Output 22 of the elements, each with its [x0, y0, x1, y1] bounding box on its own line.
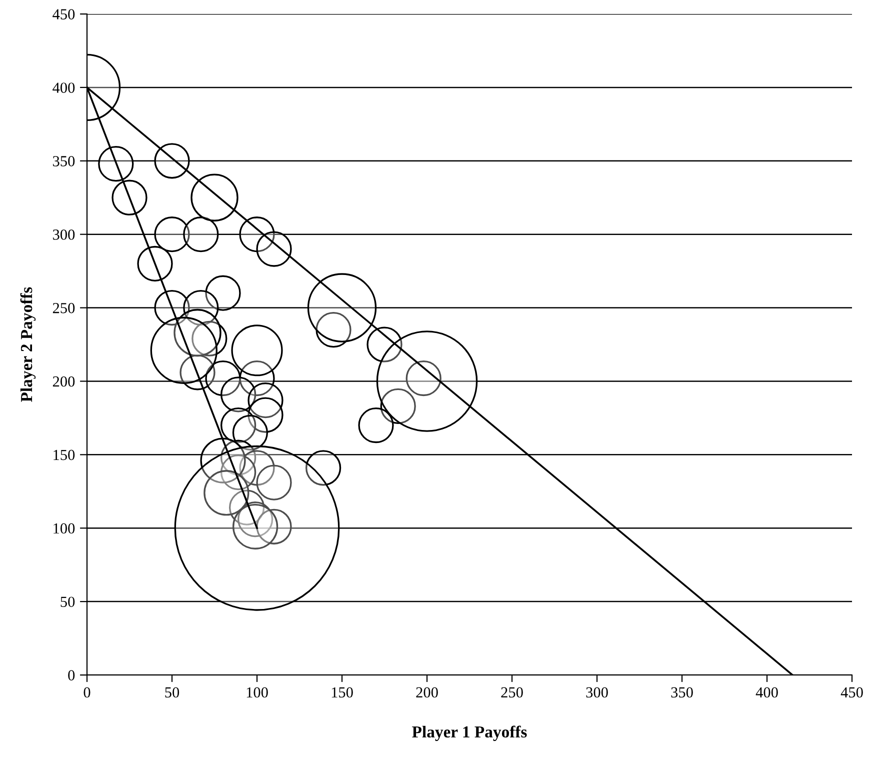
x-tick-label: 450	[840, 687, 863, 698]
y-tick-label: 150	[54, 450, 75, 460]
x-tick-label: 300	[586, 687, 608, 698]
x-tick-label: 400	[756, 687, 778, 698]
y-tick-label: 0	[68, 670, 75, 680]
y-tick-label: 200	[52, 376, 75, 387]
x-tick-label: 350	[671, 687, 693, 698]
y-tick-label: 400	[52, 82, 75, 93]
x-axis-title: Player 1 Payoffs	[412, 726, 527, 741]
x-tick-label: 200	[416, 687, 438, 698]
x-tick-label: 50	[165, 687, 180, 698]
y-tick-label: 300	[53, 229, 75, 240]
x-tick-label: 100	[246, 687, 268, 698]
x-tick-label: 0	[84, 687, 90, 698]
y-tick-label: 250	[52, 302, 75, 314]
x-tick-label: 150	[332, 687, 353, 698]
y-tick-label: 350	[53, 156, 75, 166]
y-tick-label: 100	[54, 523, 75, 534]
y-axis-title: Player 2 Payoffs	[20, 287, 36, 402]
y-tick-label: 450	[52, 9, 75, 20]
x-tick-label: 250	[501, 687, 523, 698]
y-tick-label: 50	[60, 596, 75, 608]
